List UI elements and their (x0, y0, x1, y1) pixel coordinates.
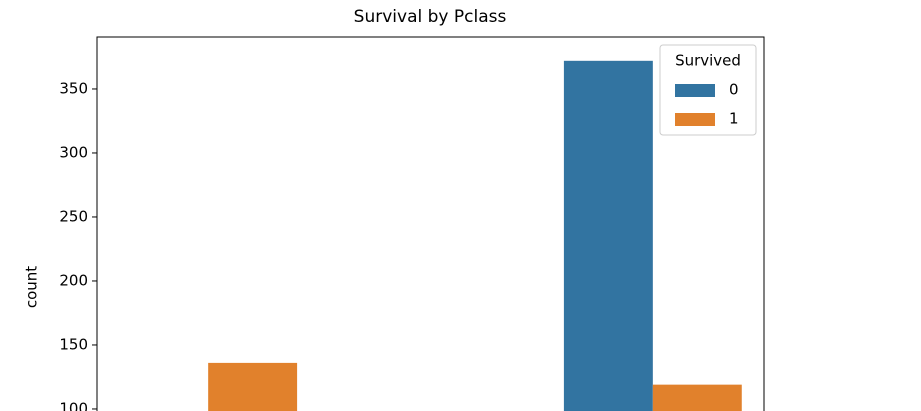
y-tick-label: 200 (59, 271, 88, 289)
y-tick-label: 300 (59, 143, 88, 161)
plot-frame (96, 36, 765, 411)
bar (563, 60, 653, 411)
legend-label: 1 (729, 110, 739, 128)
legend-swatch (675, 84, 715, 97)
y-tick-label: 100 (59, 399, 88, 411)
chart-title: Survival by Pclass (354, 7, 507, 27)
y-tick-label: 150 (59, 335, 88, 353)
y-tick-label: 250 (59, 207, 88, 225)
y-tick-label: 350 (59, 79, 88, 97)
legend-title: Survived (675, 52, 741, 70)
bar (652, 384, 742, 411)
y-axis-label: count (23, 266, 41, 308)
legend-swatch (675, 113, 715, 126)
legend-label: 0 (729, 81, 739, 99)
bar (208, 362, 298, 411)
